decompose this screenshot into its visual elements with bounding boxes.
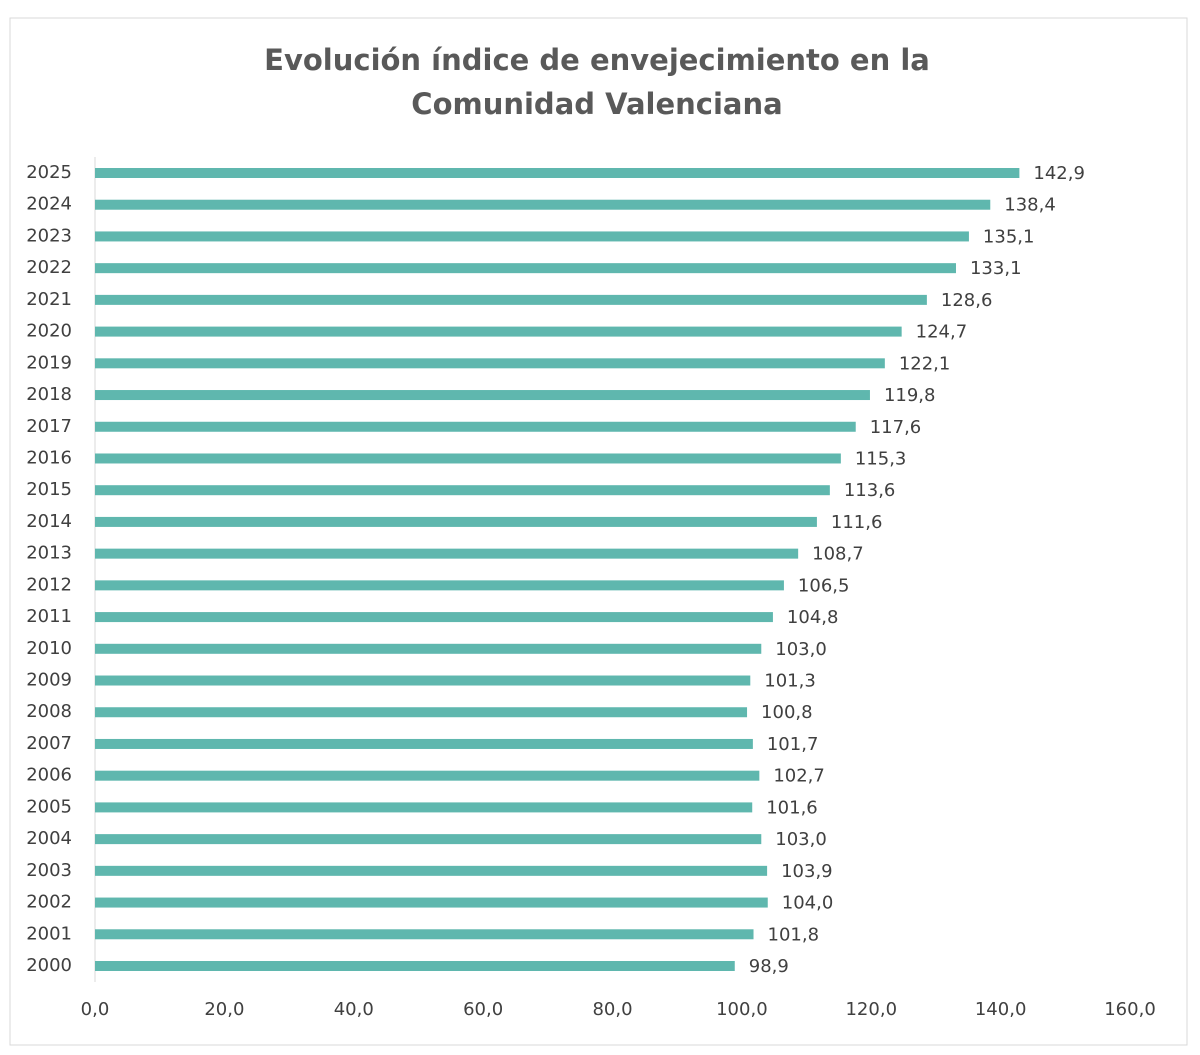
y-tick-label: 2007 [26, 733, 72, 754]
y-tick-label: 2000 [26, 955, 72, 976]
data-label: 100,8 [761, 702, 813, 723]
x-tick-label: 0,0 [81, 999, 110, 1020]
y-tick-label: 2002 [26, 892, 72, 913]
x-tick-label: 40,0 [334, 999, 374, 1020]
data-label: 111,6 [831, 512, 883, 533]
data-label: 103,0 [775, 639, 827, 660]
y-tick-label: 2020 [26, 321, 72, 342]
bar [95, 675, 751, 686]
y-tick-label: 2008 [26, 701, 72, 722]
bar [95, 707, 748, 718]
bar [95, 580, 784, 591]
y-tick-label: 2016 [26, 447, 72, 468]
chart-title: Comunidad Valenciana [411, 87, 782, 121]
y-tick-label: 2004 [26, 828, 72, 849]
y-tick-label: 2025 [26, 162, 72, 183]
data-label: 103,9 [781, 861, 833, 882]
data-label: 113,6 [844, 480, 896, 501]
data-label: 138,4 [1004, 195, 1056, 216]
data-label: 104,8 [787, 607, 839, 628]
data-label: 101,6 [766, 797, 818, 818]
data-label: 106,5 [798, 575, 850, 596]
bar [95, 421, 856, 432]
bar [95, 929, 754, 940]
y-tick-label: 2009 [26, 670, 72, 691]
data-label: 104,0 [782, 893, 834, 914]
y-tick-label: 2013 [26, 543, 72, 564]
data-label: 108,7 [812, 544, 864, 565]
data-label: 103,0 [775, 829, 827, 850]
y-tick-label: 2015 [26, 479, 72, 500]
bar [95, 168, 1020, 178]
bar [95, 865, 768, 876]
y-tick-label: 2010 [26, 638, 72, 659]
x-tick-label: 20,0 [204, 999, 244, 1020]
bar [95, 834, 762, 845]
bar [95, 897, 768, 908]
data-label: 115,3 [855, 448, 907, 469]
y-tick-label: 2011 [26, 606, 72, 627]
data-label: 117,6 [870, 417, 922, 438]
bar [95, 961, 735, 971]
bar [95, 358, 885, 369]
y-tick-label: 2014 [26, 511, 72, 532]
bar [95, 612, 773, 623]
data-label: 122,1 [899, 353, 951, 374]
x-tick-label: 160,0 [1104, 999, 1156, 1020]
y-tick-label: 2023 [26, 225, 72, 246]
data-label: 135,1 [983, 226, 1035, 247]
data-label: 101,8 [768, 924, 820, 945]
bar [95, 199, 991, 210]
y-tick-label: 2003 [26, 860, 72, 881]
bar [95, 453, 841, 464]
y-tick-label: 2017 [26, 416, 72, 437]
data-label: 142,9 [1033, 163, 1085, 184]
y-tick-label: 2005 [26, 796, 72, 817]
bar [95, 263, 956, 274]
y-tick-label: 2022 [26, 257, 72, 278]
x-tick-label: 140,0 [975, 999, 1027, 1020]
y-tick-label: 2012 [26, 574, 72, 595]
bar [95, 643, 762, 654]
bar [95, 516, 817, 527]
data-label: 102,7 [773, 766, 825, 787]
y-tick-label: 2021 [26, 289, 72, 310]
x-tick-label: 80,0 [592, 999, 632, 1020]
y-tick-label: 2024 [26, 194, 72, 215]
y-tick-label: 2006 [26, 765, 72, 786]
data-label: 101,7 [767, 734, 819, 755]
x-tick-label: 120,0 [845, 999, 897, 1020]
data-label: 128,6 [941, 290, 993, 311]
y-tick-label: 2019 [26, 352, 72, 373]
bar [95, 231, 969, 242]
bar [95, 548, 799, 559]
data-label: 101,3 [764, 671, 816, 692]
bar [95, 390, 870, 401]
bar [95, 326, 902, 337]
x-tick-label: 100,0 [716, 999, 768, 1020]
y-tick-label: 2018 [26, 384, 72, 405]
bar [95, 802, 753, 813]
data-label: 124,7 [916, 322, 968, 343]
bar [95, 738, 753, 749]
data-label: 133,1 [970, 258, 1022, 279]
x-tick-label: 60,0 [463, 999, 503, 1020]
chart-title: Evolución índice de envejecimiento en la [264, 43, 930, 77]
bar [95, 770, 760, 781]
bar [95, 485, 830, 496]
bar [95, 294, 927, 305]
y-tick-label: 2001 [26, 923, 72, 944]
data-label: 98,9 [749, 956, 789, 977]
data-label: 119,8 [884, 385, 936, 406]
